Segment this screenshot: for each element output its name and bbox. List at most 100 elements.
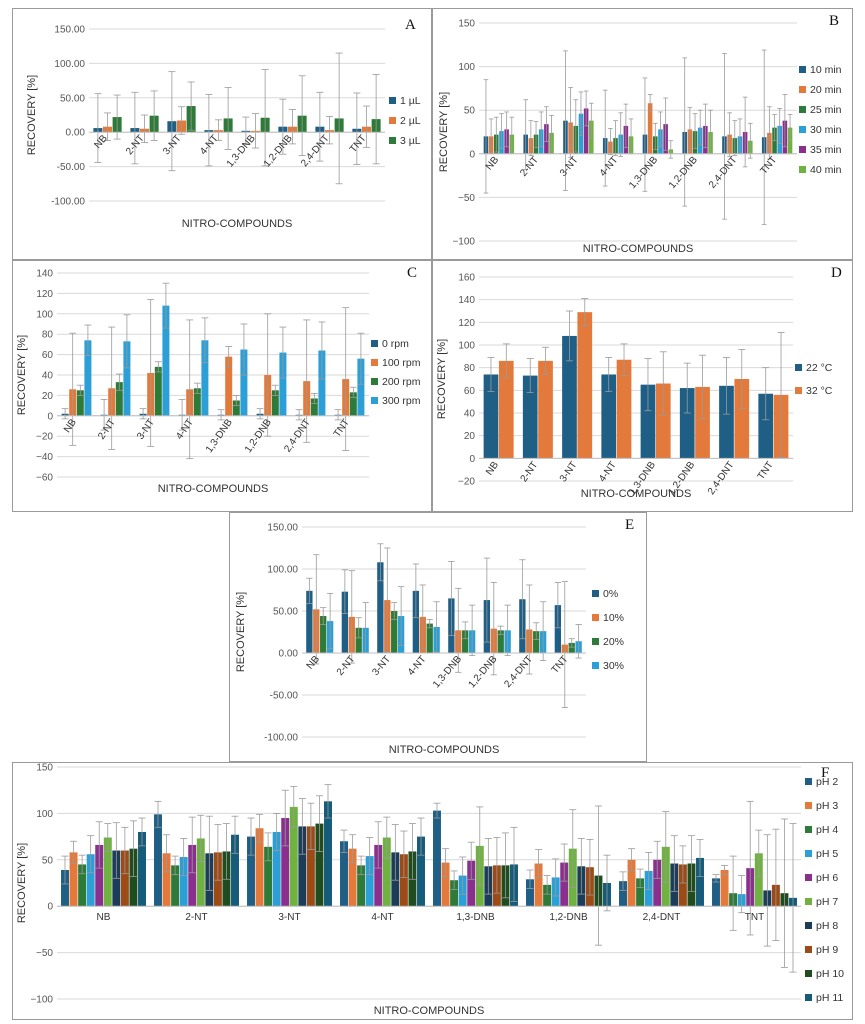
chart-c-bar: [240, 349, 248, 416]
chart-b-legend-swatch: [799, 66, 806, 73]
chart-d-bar: [734, 379, 750, 459]
chart-e-bar: [341, 591, 349, 653]
chart-e-category-label: NB: [305, 654, 323, 672]
chart-c-legend-swatch: [371, 378, 378, 385]
chart-a-legend-label: 3 µL: [400, 135, 421, 147]
chart-c-bar: [318, 350, 326, 416]
chart-d-ytick-label: 140: [458, 295, 475, 306]
chart-f-bar: [324, 801, 332, 907]
chart-b-ytick-label: −100: [452, 237, 475, 248]
chart-d-bar: [640, 384, 656, 459]
chart-b-legend-label: 25 min: [810, 104, 842, 116]
chart-c-category-label: 3-NT: [135, 417, 157, 442]
chart-f-bar: [399, 854, 408, 907]
chart-f-bar: [306, 826, 315, 907]
chart-f-category-label: 3-NT: [278, 912, 300, 923]
chart-a-legend-swatch: [389, 97, 396, 104]
chart-c-bar: [271, 390, 279, 416]
chart-f-bar: [78, 864, 87, 907]
chart-c-x-axis-title: NITRO-COMPOUNDS: [158, 483, 269, 495]
chart-a-category-label: 4-NT: [198, 133, 221, 157]
chart-c-legend-label: 300 rpm: [382, 395, 421, 407]
panel-letter-c: C: [407, 265, 418, 281]
chart-d-legend-label: 32 °C: [806, 385, 833, 397]
chart-f-bar: [162, 853, 171, 907]
chart-b-legend-swatch: [799, 146, 806, 153]
chart-a-x-axis-title: NITRO-COMPOUNDS: [182, 218, 293, 230]
chart-f-category-label: 1,3-DNB: [456, 912, 495, 923]
chart-f-legend-label: pH 11: [816, 992, 843, 1004]
chart-f-bar: [255, 828, 264, 907]
chart-e-legend-swatch: [592, 638, 599, 645]
panel-letter-e: E: [625, 517, 635, 533]
chart-f-category-label: TNT: [745, 912, 764, 923]
chart-e-category-label: 4-NT: [406, 654, 429, 678]
chart-d-legend-swatch: [795, 387, 802, 394]
panel-letter-d: D: [831, 265, 842, 281]
chart-d-bar: [498, 360, 514, 459]
chart-f-bar: [543, 884, 552, 907]
chart-f-bar: [298, 826, 307, 907]
chart-d-bar: [483, 374, 499, 459]
chart-e-bar: [568, 642, 575, 653]
chart-f-bar: [712, 878, 720, 907]
chart-d-legend-label: 22 °C: [806, 362, 833, 374]
chart-f-legend-label: pH 8: [816, 920, 838, 932]
chart-e-legend-swatch: [592, 590, 599, 597]
chart-f-category-label: 2-NT: [185, 912, 207, 923]
chart-f-bar: [653, 859, 662, 907]
chart-a-category-label: 2-NT: [124, 133, 147, 157]
chart-b-x-axis-title: NITRO-COMPOUNDS: [583, 243, 694, 255]
chart-e-legend-swatch: [592, 614, 599, 621]
chart-b-ytick-label: 50: [464, 106, 476, 117]
chart-d-category-label: 2,4-DNT: [706, 460, 737, 497]
chart-b-y-axis-title: RECOVERY [%]: [438, 92, 450, 172]
chart-f-ytick-label: −100: [30, 995, 53, 1006]
chart-e-svg: -100.00 -50.00 0.00 50.00 100.00 150.00 NB 2-NT…: [235, 523, 624, 757]
chart-e-ytick-label: 100.00: [267, 565, 298, 576]
chart-f-bar: [348, 848, 357, 907]
chart-b-legend-label: 40 min: [810, 164, 842, 176]
chart-e-category-label: 2-NT: [335, 654, 358, 678]
chart-d-ytick-label: 0: [469, 454, 475, 465]
panel-d: −20 0 20 40 60 80 100 120 140 160 NB 2-NT 3-NT 4-NT 1,…: [432, 260, 853, 512]
chart-e-bar: [462, 630, 469, 653]
chart-f-bar: [417, 836, 425, 907]
chart-f-legend-swatch: [805, 922, 812, 929]
chart-b-ytick-label: −50: [458, 193, 475, 204]
chart-f-bar: [382, 837, 391, 907]
chart-f-legend-swatch: [805, 802, 812, 809]
chart-e-category-label: TNT: [550, 654, 571, 676]
chart-c-bar: [349, 392, 357, 416]
chart-c-ytick-label: 140: [36, 269, 53, 280]
chart-c-bar: [154, 366, 162, 416]
chart-c-ytick-label: 0: [47, 411, 53, 422]
chart-d-category-label: TNT: [756, 460, 776, 482]
chart-a-ytick-label: 150.00: [54, 25, 85, 36]
chart-c-bar: [279, 352, 287, 416]
chart-e-legend-label: 30%: [603, 660, 624, 672]
panel-e: -100.00 -50.00 0.00 50.00 100.00 150.00 NB 2-NT…: [229, 512, 647, 762]
chart-c-bar: [193, 388, 201, 416]
chart-b-legend-swatch: [799, 86, 806, 93]
chart-c-ytick-label: 40: [42, 371, 54, 382]
chart-f-category-label: NB: [97, 912, 111, 923]
chart-b-legend-label: 10 min: [810, 64, 842, 76]
chart-f-svg: −100 −50 0 50 100 150 NB 2-NT 3-NT 4-NT 1,3-DNB 1,2…: [16, 763, 844, 1017]
chart-b-legend-label: 30 min: [810, 124, 842, 136]
chart-f-bar: [365, 856, 374, 907]
chart-e-bar: [426, 623, 433, 653]
chart-f-ytick-label: −50: [36, 948, 53, 959]
chart-d-bar: [522, 375, 538, 459]
panel-f: −100 −50 0 50 100 150 NB 2-NT 3-NT 4-NT 1,3-DNB 1,2…: [12, 762, 853, 1020]
chart-d-bar: [679, 388, 695, 459]
chart-f-bar: [188, 844, 197, 907]
chart-d-ytick-label: 100: [458, 341, 475, 352]
chart-e-ytick-label: -100.00: [264, 733, 298, 744]
chart-d-category-label: NB: [484, 459, 501, 477]
chart-d-bar: [695, 386, 710, 459]
chart-e-ytick-label: -50.00: [270, 691, 299, 702]
chart-b-ytick-label: 0: [469, 149, 475, 160]
